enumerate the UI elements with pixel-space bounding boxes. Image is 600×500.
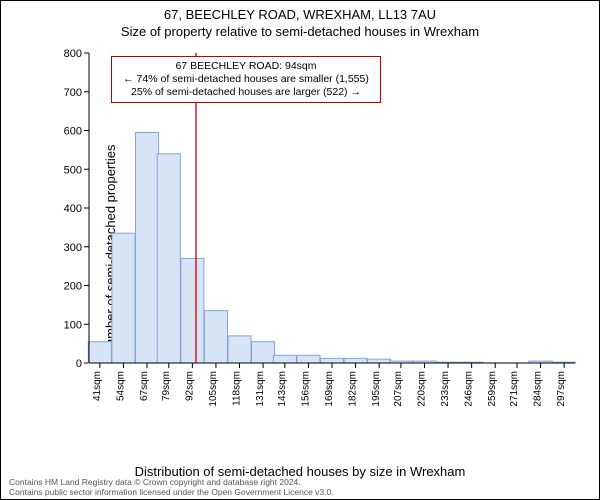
svg-text:246sqm: 246sqm [464, 371, 475, 407]
svg-text:500: 500 [64, 164, 82, 176]
svg-text:300: 300 [64, 242, 82, 254]
footer-attribution: Contains HM Land Registry data © Crown c… [9, 478, 334, 497]
svg-text:700: 700 [64, 87, 82, 99]
svg-text:41sqm: 41sqm [92, 371, 103, 401]
svg-text:400: 400 [64, 203, 82, 215]
annotation-line3: 25% of semi-detached houses are larger (… [118, 86, 374, 99]
svg-text:143sqm: 143sqm [277, 371, 288, 407]
svg-text:67sqm: 67sqm [139, 371, 150, 401]
titles-block: 67, BEECHLEY ROAD, WREXHAM, LL13 7AU Siz… [1, 1, 599, 41]
svg-text:118sqm: 118sqm [232, 371, 243, 406]
svg-text:79sqm: 79sqm [161, 371, 172, 401]
chart-subtitle: Size of property relative to semi-detach… [1, 24, 599, 41]
svg-text:297sqm: 297sqm [556, 371, 567, 407]
svg-text:600: 600 [64, 126, 82, 138]
svg-text:92sqm: 92sqm [184, 371, 195, 401]
annotation-box: 67 BEECHLEY ROAD: 94sqm ← 74% of semi-de… [111, 56, 381, 103]
svg-text:284sqm: 284sqm [533, 371, 544, 407]
annotation-line1: 67 BEECHLEY ROAD: 94sqm [118, 60, 374, 73]
svg-text:220sqm: 220sqm [416, 371, 427, 407]
svg-text:271sqm: 271sqm [509, 371, 520, 407]
svg-text:182sqm: 182sqm [348, 371, 359, 407]
svg-text:800: 800 [64, 49, 82, 60]
footer-line2: Contains public sector information licen… [9, 488, 334, 497]
chart-container: 67, BEECHLEY ROAD, WREXHAM, LL13 7AU Siz… [0, 0, 600, 500]
svg-text:233sqm: 233sqm [440, 371, 451, 407]
svg-text:156sqm: 156sqm [300, 371, 311, 407]
svg-text:259sqm: 259sqm [487, 371, 498, 407]
svg-text:131sqm: 131sqm [255, 371, 266, 407]
svg-text:0: 0 [76, 358, 82, 370]
svg-text:207sqm: 207sqm [393, 371, 404, 407]
svg-text:105sqm: 105sqm [208, 371, 219, 407]
plot-wrap: 0 100 200 300 400 500 600 700 800 41sqm 54sqm 67sqm… [59, 49, 579, 413]
svg-text:195sqm: 195sqm [371, 371, 382, 407]
annotation-line2: ← 74% of semi-detached houses are smalle… [118, 73, 374, 86]
svg-text:200: 200 [64, 281, 82, 293]
svg-text:169sqm: 169sqm [324, 371, 335, 407]
svg-text:54sqm: 54sqm [115, 371, 126, 401]
histogram-svg: 0 100 200 300 400 500 600 700 800 41sqm 54sqm 67sqm… [59, 49, 579, 413]
chart-title: 67, BEECHLEY ROAD, WREXHAM, LL13 7AU [1, 7, 599, 24]
svg-text:100: 100 [64, 319, 82, 331]
